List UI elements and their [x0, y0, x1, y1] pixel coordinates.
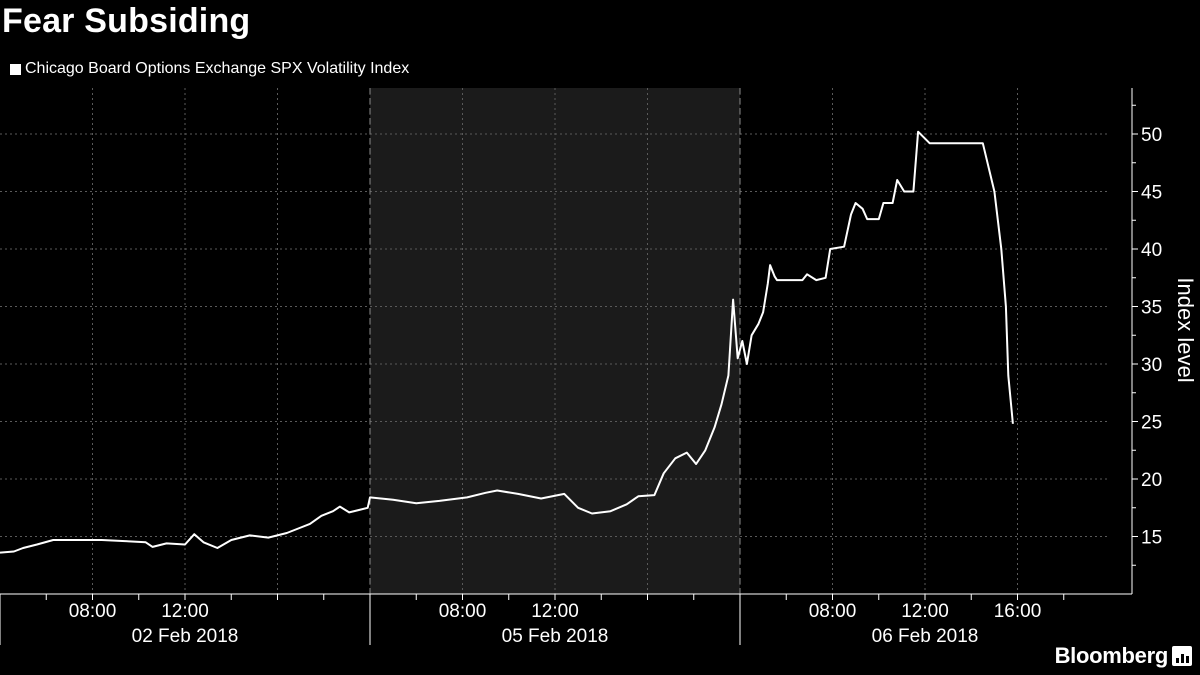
x-tick-label: 08:00: [439, 601, 487, 622]
x-date-label: 05 Feb 2018: [502, 626, 609, 647]
x-tick-label: 12:00: [531, 601, 579, 622]
legend-label: Chicago Board Options Exchange SPX Volat…: [25, 60, 410, 77]
x-date-label: 02 Feb 2018: [132, 626, 239, 647]
legend: Chicago Board Options Exchange SPX Volat…: [10, 60, 409, 78]
y-axis-label: Index level: [1173, 277, 1198, 382]
brand-logo: Bloomberg: [1055, 643, 1192, 669]
x-tick-label: 08:00: [69, 601, 117, 622]
x-tick-label: 12:00: [901, 601, 949, 622]
brand-name: Bloomberg: [1054, 643, 1169, 668]
y-tick-label: 20: [1141, 470, 1162, 491]
y-tick-label: 30: [1141, 355, 1162, 376]
y-tick-label: 25: [1141, 413, 1162, 434]
y-tick-label: 45: [1141, 183, 1162, 204]
y-tick-label: 40: [1141, 240, 1162, 261]
axis-layer: 15 20 25 30 35 40 45 50 08:00 12:00 02 Feb 2018 08:…: [0, 88, 1162, 647]
legend-swatch: [10, 63, 21, 75]
x-tick-label: 16:00: [994, 601, 1042, 622]
y-tick-label: 50: [1141, 125, 1162, 146]
gridline-layer: [0, 88, 1110, 594]
y-tick-label: 35: [1141, 298, 1162, 319]
x-tick-label: 08:00: [809, 601, 857, 622]
chart-title: Fear Subsiding: [2, 2, 251, 40]
series-layer: [0, 130, 1014, 554]
bloomberg-bar-chart-icon: [1172, 646, 1192, 666]
x-date-label: 06 Feb 2018: [872, 626, 979, 647]
series-line-vix: [0, 130, 1014, 554]
y-tick-label: 15: [1141, 528, 1162, 549]
x-tick-label: 12:00: [161, 601, 209, 622]
